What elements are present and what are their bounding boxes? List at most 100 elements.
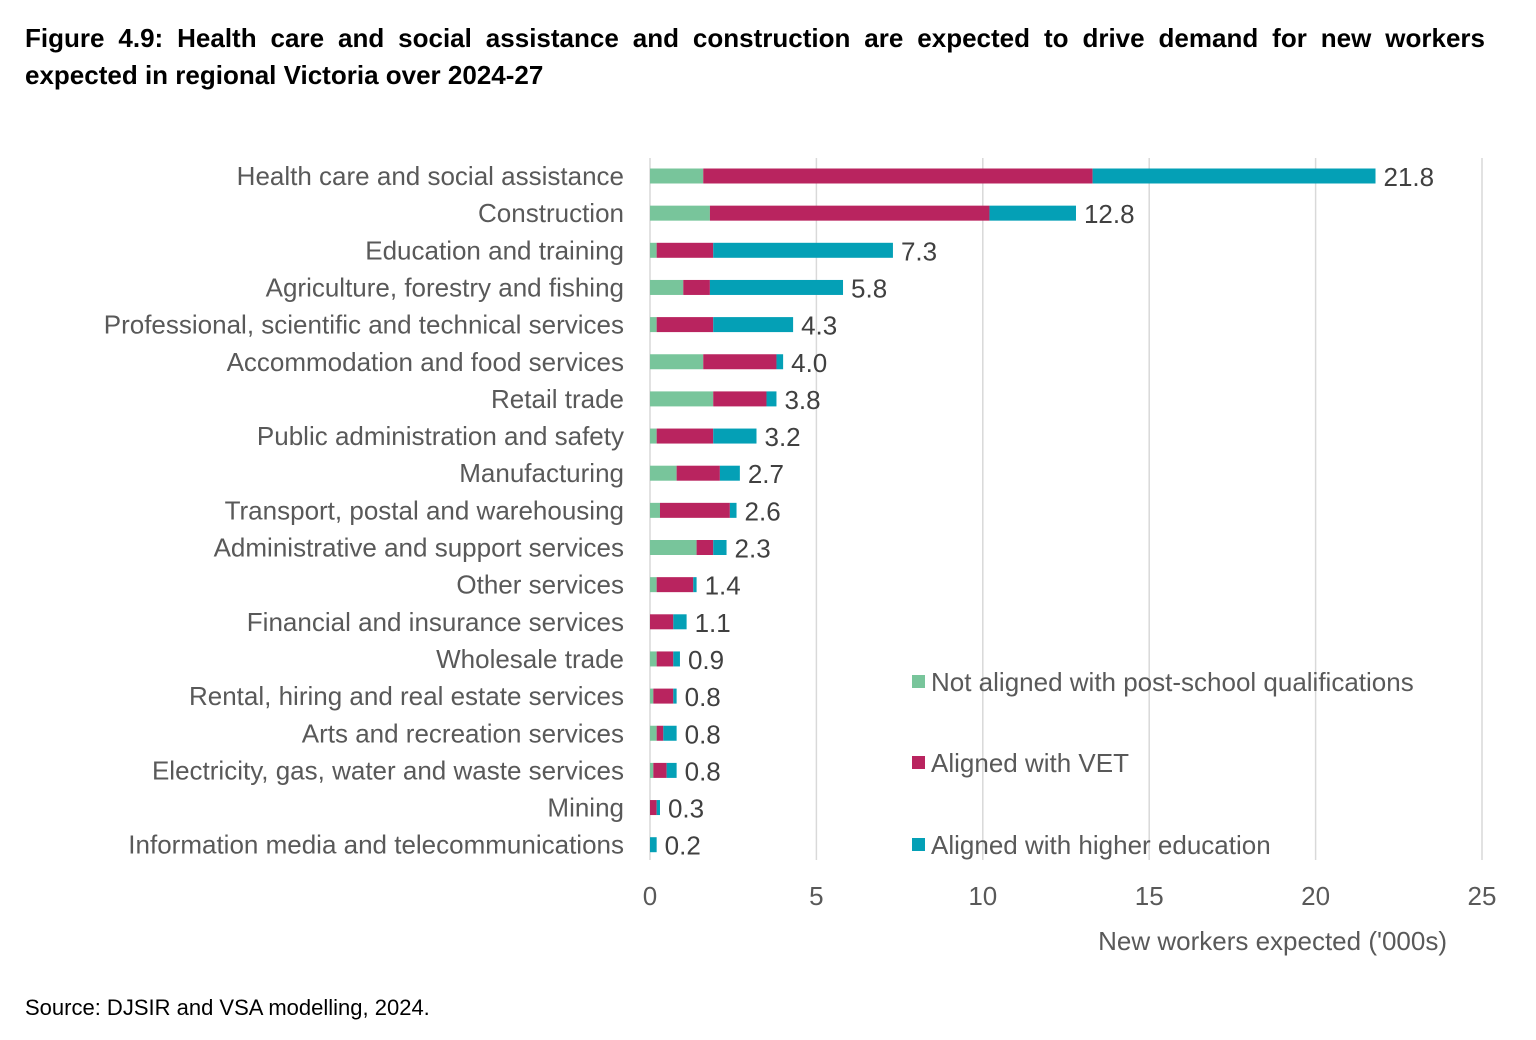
- bar-segment: [650, 688, 654, 704]
- bar-segment: [673, 688, 677, 704]
- bar-segment: [653, 688, 674, 704]
- bar-segment: [650, 800, 657, 816]
- bar-segment: [656, 428, 714, 444]
- bar-segment: [1092, 168, 1376, 184]
- data-label: 0.3: [668, 794, 704, 824]
- category-label: Agriculture, forestry and fishing: [266, 272, 624, 302]
- bar-segment: [650, 428, 657, 444]
- category-label: Administrative and support services: [214, 533, 624, 563]
- data-label: 7.3: [901, 236, 937, 266]
- bar-segment: [696, 540, 714, 555]
- bar-segment: [693, 577, 697, 593]
- bar-segment: [673, 614, 687, 630]
- category-label: Wholesale trade: [436, 644, 624, 674]
- data-label: 4.0: [791, 348, 827, 378]
- legend-swatch: [912, 756, 925, 769]
- data-label: 0.8: [685, 719, 721, 749]
- bar-segment: [650, 391, 714, 407]
- bar-segment: [703, 168, 1093, 184]
- data-label: 0.2: [665, 831, 701, 861]
- category-label: Information media and telecommunications: [128, 830, 624, 860]
- data-label: 3.8: [784, 385, 820, 415]
- bar-segment: [713, 242, 893, 258]
- legend-swatch: [912, 838, 925, 851]
- chart-title: Figure 4.9: Health care and social assis…: [25, 23, 1485, 90]
- bar-segment: [650, 205, 710, 221]
- bar-segment: [650, 837, 657, 853]
- category-label: Education and training: [365, 235, 624, 265]
- category-label: Financial and insurance services: [247, 607, 624, 637]
- bar-segment: [650, 577, 657, 593]
- category-label: Manufacturing: [459, 458, 624, 488]
- bar-segment: [650, 279, 684, 295]
- bar-segment: [656, 725, 664, 741]
- bar-segment: [709, 279, 844, 295]
- bar-segment: [650, 725, 657, 741]
- category-label: Other services: [456, 570, 624, 600]
- data-label: 1.1: [695, 608, 731, 638]
- bar-segment: [650, 354, 704, 370]
- bar-segment: [653, 762, 667, 778]
- bar-segment: [659, 502, 730, 518]
- x-axis-title: New workers expected ('000s): [1098, 926, 1447, 956]
- category-label: Accommodation and food services: [227, 347, 624, 377]
- bar-segment: [709, 205, 990, 221]
- bar-segment: [650, 242, 657, 258]
- bar-segment: [650, 651, 657, 667]
- bar-segment: [663, 725, 677, 741]
- bar-segment: [703, 354, 777, 370]
- legend-label: Not aligned with post-school qualificati…: [931, 667, 1414, 697]
- legend-swatch: [912, 675, 925, 688]
- legend-label: Aligned with higher education: [931, 830, 1271, 860]
- x-tick-label: 0: [643, 881, 657, 911]
- category-label: Health care and social assistance: [237, 161, 624, 191]
- data-label: 1.4: [705, 571, 741, 601]
- data-label: 5.8: [851, 273, 887, 303]
- data-label: 0.9: [688, 645, 724, 675]
- x-tick-label: 20: [1301, 881, 1330, 911]
- bar-segment: [650, 762, 654, 778]
- bar-segment: [719, 465, 740, 481]
- category-label: Mining: [547, 793, 624, 823]
- data-label: 4.3: [801, 311, 837, 341]
- bar-segment: [676, 465, 720, 481]
- category-label: Professional, scientific and technical s…: [104, 310, 624, 340]
- data-label: 2.7: [748, 459, 784, 489]
- bar-segment: [673, 651, 680, 667]
- bar-segment: [650, 465, 677, 481]
- data-label: 0.8: [685, 682, 721, 712]
- bar-segment: [656, 651, 674, 667]
- x-tick-label: 10: [968, 881, 997, 911]
- data-label: 2.3: [735, 534, 771, 564]
- bar-segment: [650, 317, 657, 333]
- data-label: 21.8: [1384, 162, 1435, 192]
- data-label: 3.2: [764, 422, 800, 452]
- bar-segment: [656, 317, 714, 333]
- bar-segment: [713, 428, 757, 444]
- bar-segment: [656, 800, 660, 816]
- category-label: Retail trade: [491, 384, 624, 414]
- x-tick-label: 5: [809, 881, 823, 911]
- bar-segment: [776, 354, 784, 370]
- bar-segment: [666, 762, 677, 778]
- bar-segment: [656, 242, 714, 258]
- category-label: Arts and recreation services: [302, 718, 624, 748]
- bar-segment: [713, 540, 727, 555]
- bar-segment: [713, 317, 794, 333]
- bar-segment: [650, 502, 660, 518]
- bar-segment: [656, 577, 694, 593]
- x-tick-label: 25: [1468, 881, 1497, 911]
- source-note: Source: DJSIR and VSA modelling, 2024.: [25, 995, 430, 1020]
- data-label: 2.6: [745, 496, 781, 526]
- bar-segment: [650, 168, 704, 184]
- data-label: 12.8: [1084, 199, 1135, 229]
- bar-segment: [650, 614, 674, 630]
- data-label: 0.8: [685, 756, 721, 786]
- category-label: Construction: [478, 198, 624, 228]
- legend-label: Aligned with VET: [931, 748, 1129, 778]
- bar-segment: [766, 391, 777, 407]
- category-label: Transport, postal and warehousing: [225, 495, 624, 525]
- bar-segment: [683, 279, 710, 295]
- category-label: Rental, hiring and real estate services: [189, 681, 624, 711]
